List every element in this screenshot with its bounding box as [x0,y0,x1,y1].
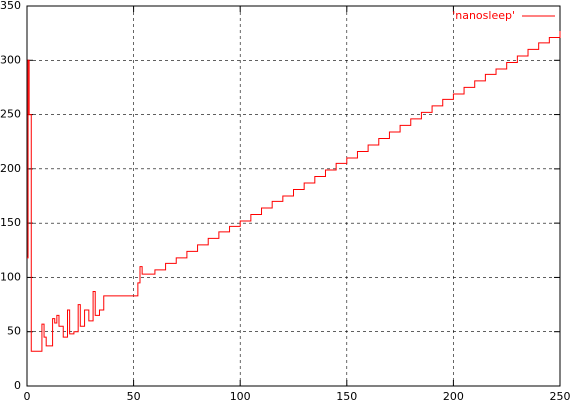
x-tick-label: 50 [127,390,141,403]
y-tick-label: 350 [0,0,21,12]
y-tick-label: 50 [7,325,21,338]
y-tick-label: 150 [0,216,21,229]
y-tick-label: 250 [0,108,21,121]
y-tick-label: 100 [0,270,21,283]
y-tick-label: 300 [0,53,21,66]
y-tick-label: 200 [0,162,21,175]
legend-label: 'nanosleep' [452,9,515,22]
x-tick-label: 200 [443,390,464,403]
x-tick-label: 150 [336,390,357,403]
data-line [27,31,560,351]
x-tick-label: 100 [230,390,251,403]
x-tick-label: 250 [550,390,570,403]
y-tick-label: 0 [14,379,21,392]
x-tick-label: 0 [24,390,31,403]
